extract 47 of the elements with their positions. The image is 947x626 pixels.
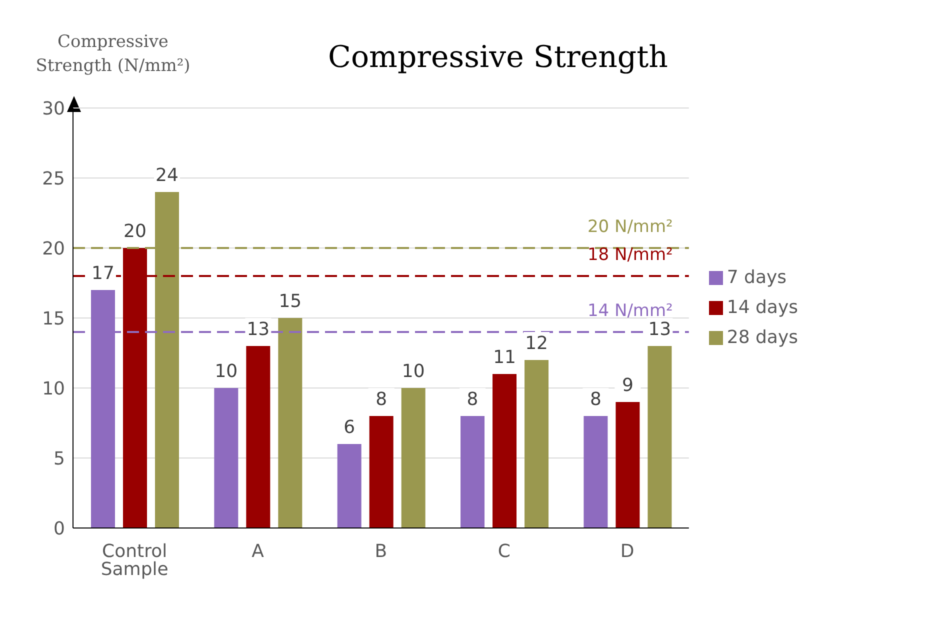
bar bbox=[616, 402, 640, 528]
y-tick-label: 20 bbox=[42, 238, 65, 260]
data-label: 12 bbox=[525, 333, 548, 354]
data-label: 15 bbox=[278, 291, 302, 312]
bar bbox=[524, 360, 549, 528]
data-label: 20 bbox=[124, 221, 146, 242]
ref-line-label: 18 N/mm² bbox=[587, 245, 673, 265]
data-label: 8 bbox=[590, 389, 602, 410]
x-tick-label: D bbox=[620, 540, 634, 562]
x-tick-label: B bbox=[374, 540, 388, 562]
ref-line-label: 14 N/mm² bbox=[587, 301, 673, 321]
bar bbox=[214, 388, 238, 528]
chart-title: Compressive Strength bbox=[327, 40, 669, 75]
data-label: 10 bbox=[402, 361, 425, 382]
data-label: 9 bbox=[622, 375, 634, 396]
legend-label: 7 days bbox=[726, 267, 787, 288]
ref-line-label: 20 N/mm² bbox=[587, 217, 673, 237]
data-label: 6 bbox=[344, 417, 356, 438]
y-tick-label: 30 bbox=[42, 98, 65, 120]
x-tick-label: C bbox=[498, 540, 510, 562]
bar bbox=[648, 346, 672, 528]
data-label: 11 bbox=[493, 347, 516, 368]
data-label: 13 bbox=[246, 319, 270, 340]
y-tick-label: 5 bbox=[54, 448, 65, 470]
bar bbox=[401, 388, 426, 528]
bar bbox=[246, 346, 270, 528]
data-label: 24 bbox=[156, 165, 178, 186]
x-tick-label: Control Sample bbox=[100, 540, 168, 580]
y-tick-label: 0 bbox=[54, 518, 65, 540]
legend-label: 14 days bbox=[726, 297, 798, 318]
x-tick-label: A bbox=[252, 540, 265, 562]
bar bbox=[369, 416, 394, 528]
y-tick-label: 25 bbox=[42, 168, 65, 190]
bar bbox=[337, 444, 362, 528]
bar bbox=[492, 374, 517, 528]
legend-label: 28 days bbox=[726, 327, 798, 348]
data-label: 8 bbox=[376, 389, 388, 410]
bar bbox=[278, 318, 302, 528]
bar bbox=[460, 416, 485, 528]
y-tick-label: 15 bbox=[42, 308, 65, 330]
y-axis-title: Compressive Strength (N/mm²) bbox=[34, 31, 192, 78]
data-label: 13 bbox=[648, 319, 672, 340]
data-label: 17 bbox=[92, 263, 114, 284]
data-label: 10 bbox=[214, 361, 238, 382]
bar bbox=[584, 416, 608, 528]
data-label: 8 bbox=[466, 389, 478, 410]
y-tick-label: 10 bbox=[42, 378, 65, 400]
